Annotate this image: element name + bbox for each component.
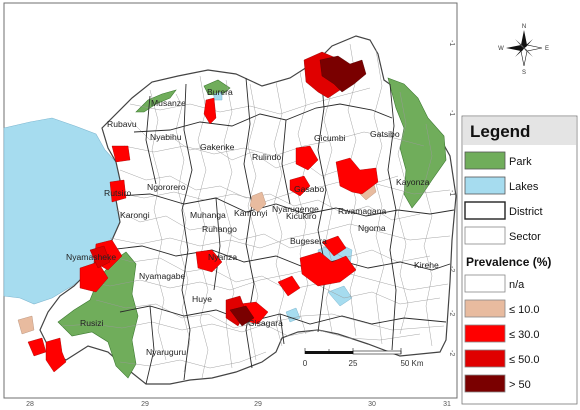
lat-tick-label: -2	[448, 350, 455, 356]
scale-label: 0	[303, 359, 308, 368]
legend-label: n/a	[509, 279, 525, 291]
east-label: E	[545, 46, 549, 52]
lat-tick-label: -2	[448, 310, 455, 316]
district-label: Nyanza	[208, 252, 237, 262]
district-label: Kayonza	[396, 177, 430, 187]
district-label: Ruhango	[202, 224, 237, 234]
legend-label: ≤ 30.0	[509, 329, 540, 341]
park-nyungwe	[57, 251, 139, 379]
district-label: Rubavu	[107, 119, 137, 129]
district-label: Kirehe	[414, 260, 439, 270]
district-label: Muhanga	[190, 210, 226, 220]
prevalence-title: Prevalence (%)	[466, 255, 551, 269]
legend-swatch-le30	[464, 324, 506, 343]
lon-tick-label: 29	[141, 401, 149, 408]
lat-tick-label: -2	[448, 266, 455, 272]
scale-label: 25	[349, 359, 358, 368]
park-volcanoes	[135, 89, 177, 113]
district-label: Gakenke	[200, 142, 235, 152]
prevalence-30-areas	[27, 97, 379, 373]
legend-label: > 50	[509, 379, 531, 391]
district-label: Bugesera	[290, 236, 327, 246]
district-label: Musanze	[151, 98, 186, 108]
district-label: Rutsiro	[104, 188, 131, 198]
district-label: Karongi	[120, 210, 150, 220]
district-label: Nyarugenge	[272, 204, 319, 214]
legend-label: Park	[509, 156, 532, 168]
sector-boundaries	[61, 43, 451, 379]
lat-tick-label: -1	[448, 110, 455, 116]
compass-rose-icon: N E S W	[498, 24, 549, 76]
district-label: Nyamagabe	[139, 271, 186, 281]
legend-title: Legend	[470, 122, 530, 141]
district-label: Kicukiro	[286, 211, 317, 221]
district-label: Rusizi	[80, 318, 103, 328]
district-label: Burera	[207, 87, 233, 97]
north-label: N	[522, 24, 526, 30]
district-label: Ngoma	[358, 223, 386, 233]
district-label: Gicumbi	[314, 133, 346, 143]
district-label: Huye	[192, 294, 212, 304]
legend-swatch-le50	[464, 349, 506, 368]
scale-bar: 0 25 50 Km	[303, 348, 424, 368]
legend-swatch-le10	[464, 299, 506, 318]
legend: Legend Park Lakes District Sector Preval…	[461, 115, 578, 405]
park-volcanoes-east	[203, 79, 231, 97]
legend-label: Lakes	[509, 181, 539, 193]
longitude-ticks: 28 29 29 30 31	[26, 401, 451, 408]
lat-tick-label: -1	[448, 190, 455, 196]
lon-tick-label: 30	[368, 401, 376, 408]
district-label: Gatsibo	[370, 129, 400, 139]
legend-swatch-district	[464, 201, 506, 220]
district-label: Rwamagana	[338, 206, 386, 216]
district-labels: Musanze Burera Rubavu Nyabihu Gakenke Gi…	[66, 87, 439, 357]
legend-label: Sector	[509, 231, 541, 243]
district-label: Ngororero	[147, 182, 186, 192]
district-label: Kamonyi	[234, 208, 268, 218]
lat-tick-label: -1	[448, 40, 455, 46]
legend-label: District	[509, 206, 543, 218]
legend-header	[463, 117, 576, 145]
south-label: S	[522, 70, 526, 76]
legend-swatch-park	[464, 151, 506, 170]
district-label: Rulindo	[252, 152, 281, 162]
lon-tick-label: 29	[254, 401, 262, 408]
district-label: Gasabo	[294, 184, 324, 194]
legend-swatch-sector	[464, 226, 506, 245]
lon-tick-label: 28	[26, 401, 34, 408]
lon-tick-label: 31	[443, 401, 451, 408]
legend-swatch-lakes	[464, 176, 506, 195]
district-label: Gisagara	[248, 318, 283, 328]
legend-label: ≤ 10.0	[509, 304, 540, 316]
scale-label: 50 Km	[400, 359, 423, 368]
prevalence-over50-areas	[229, 55, 367, 327]
park-akagera	[387, 77, 447, 209]
district-label: Nyamasheke	[66, 252, 116, 262]
legend-label: ≤ 50.0	[509, 354, 540, 366]
legend-swatch-gt50	[464, 374, 506, 393]
latitude-ticks: -1 -1 -1 -2 -2 -2	[448, 40, 455, 356]
legend-swatch-na	[464, 274, 506, 293]
west-label: W	[498, 46, 504, 52]
district-label: Nyabihu	[150, 132, 182, 142]
district-label: Nyaruguru	[146, 347, 186, 357]
